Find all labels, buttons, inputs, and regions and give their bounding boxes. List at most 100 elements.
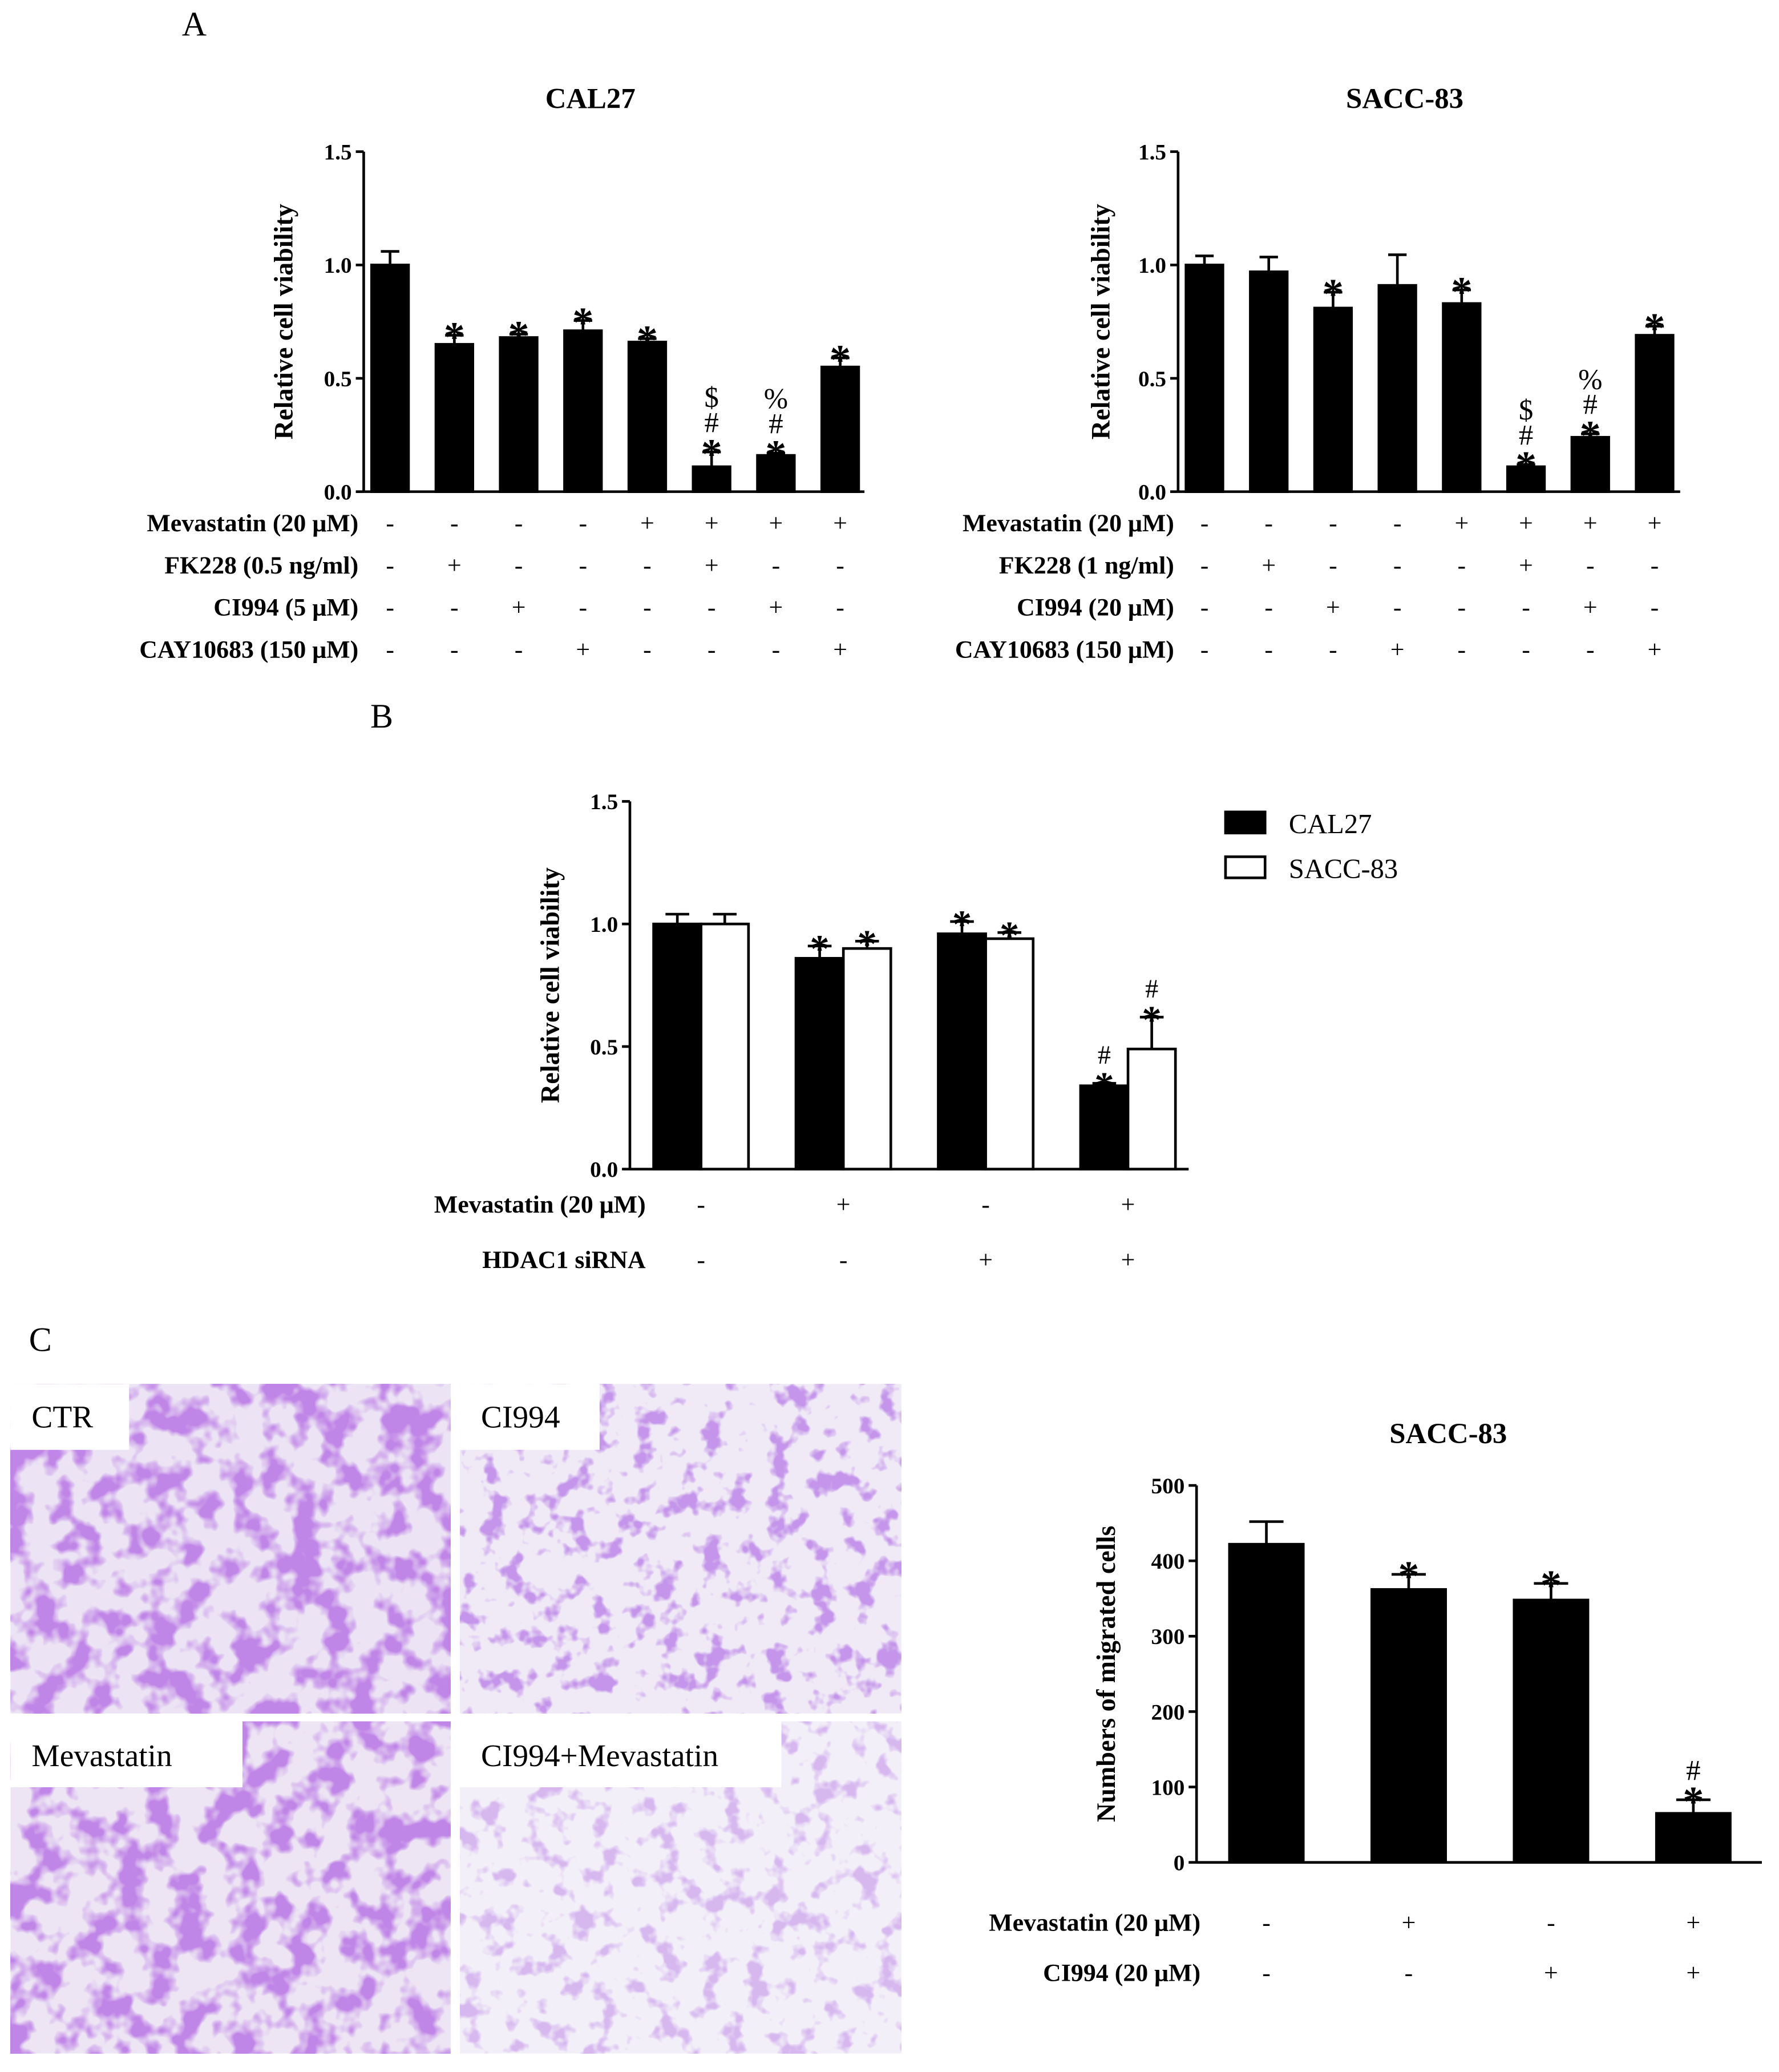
legend-label-cal27: CAL27	[1289, 809, 1372, 839]
bar-a1-6	[756, 454, 796, 493]
condition-mark-a2: -	[1200, 510, 1209, 537]
condition-mark-b: -	[697, 1191, 705, 1218]
bar-c-2	[1513, 1598, 1590, 1864]
condition-mark-c: +	[1686, 1909, 1700, 1937]
condition-mark-a1: -	[515, 552, 523, 579]
bar-a1-0	[370, 264, 410, 493]
condition-mark-a2: +	[1454, 510, 1469, 537]
condition-mark-a1: -	[643, 552, 652, 579]
y-tick-label-c: 400	[1151, 1549, 1184, 1574]
condition-mark-a2: -	[1393, 594, 1402, 621]
condition-mark-a2: +	[1326, 594, 1340, 621]
condition-mark-a1: -	[579, 510, 587, 537]
annotation-b: *	[1142, 997, 1162, 1041]
panel-c-letter: C	[29, 1320, 52, 1359]
y-axis-label-b: Relative cell viability	[535, 867, 564, 1103]
condition-mark-a1: -	[836, 594, 844, 621]
condition-label-a2: FK228 (1 ng/ml)	[999, 552, 1174, 579]
condition-mark-a2: -	[1651, 594, 1659, 621]
condition-mark-a1: -	[450, 636, 459, 664]
y-tick-label-b: 0.0	[590, 1158, 618, 1182]
y-tick-label-a2: 0.5	[1138, 367, 1166, 391]
micrograph-ci994: CI994	[460, 1384, 901, 1714]
condition-mark-c: -	[1262, 1960, 1271, 1987]
annotation-a2: #	[1583, 389, 1598, 421]
condition-mark-a2: -	[1329, 552, 1337, 579]
condition-mark-a1: +	[769, 594, 783, 621]
condition-mark-a1: +	[576, 636, 590, 664]
annotation-a1: *	[637, 317, 658, 363]
annotation-a1: *	[830, 336, 851, 383]
chart-title-a2: SACC-83	[1346, 83, 1463, 115]
bar-b-0-1	[794, 957, 845, 1171]
legend-b: CAL27 SACC-83	[1224, 809, 1398, 884]
condition-mark-a1: -	[772, 636, 781, 664]
condition-mark-a1: -	[450, 510, 459, 537]
condition-label-a1: CAY10683 (150 μM)	[139, 636, 358, 664]
y-axis-label-a2: Relative cell viability	[1086, 204, 1115, 439]
annotation-a1: *	[508, 312, 529, 359]
condition-mark-a2: -	[1586, 552, 1595, 579]
y-tick-label-a1: 0.5	[324, 367, 352, 391]
condition-mark-a2: -	[1329, 510, 1337, 537]
bar-b-1-2	[984, 937, 1035, 1171]
annotation-a1: *	[572, 298, 593, 345]
condition-mark-a2: +	[1583, 510, 1598, 537]
panel-a-letter: A	[182, 5, 207, 43]
condition-mark-a2: +	[1648, 636, 1662, 664]
condition-mark-a1: +	[833, 636, 847, 664]
condition-mark-a2: -	[1264, 636, 1273, 664]
condition-label-b: HDAC1 siRNA	[482, 1246, 646, 1274]
bar-a2-4	[1442, 302, 1482, 493]
y-tick-label-a1: 1.5	[324, 140, 352, 165]
bar-a1-4	[627, 341, 668, 493]
condition-mark-a2: +	[1262, 552, 1276, 579]
condition-mark-a1: -	[643, 594, 652, 621]
condition-mark-a1: -	[579, 552, 587, 579]
bar-a1-7	[820, 365, 860, 493]
condition-mark-a1: +	[447, 552, 462, 579]
chart-title-c: SACC-83	[1389, 1417, 1507, 1449]
condition-mark-a2: -	[1393, 552, 1402, 579]
bar-c-1	[1370, 1588, 1447, 1864]
y-tick-label-c: 0	[1174, 1851, 1185, 1875]
condition-mark-c: +	[1402, 1909, 1416, 1937]
annotation-a2: $	[1519, 394, 1533, 426]
condition-mark-b: -	[981, 1191, 990, 1218]
y-axis-label-a1: Relative cell viability	[269, 204, 298, 439]
condition-mark-b: -	[697, 1246, 705, 1274]
annotation-c: *	[1541, 1562, 1562, 1609]
bar-a1-1	[434, 343, 475, 493]
bar-a1-5	[692, 465, 731, 493]
condition-mark-a1: -	[515, 636, 523, 664]
bar-b-1-3	[1126, 1047, 1177, 1171]
condition-mark-a2: -	[1458, 636, 1466, 664]
condition-mark-a1: -	[707, 636, 716, 664]
bar-a2-0	[1184, 264, 1224, 493]
condition-mark-b: +	[1121, 1246, 1135, 1274]
condition-mark-c: -	[1405, 1960, 1413, 1987]
annotation-c: *	[1683, 1778, 1704, 1825]
annotation-a1: #	[769, 407, 783, 439]
condition-label-b: Mevastatin (20 μM)	[434, 1191, 646, 1218]
y-tick-label-a2: 1.5	[1138, 140, 1166, 165]
micrograph-ci994-mevastatin: CI994+Mevastatin	[460, 1721, 901, 2054]
condition-mark-a2: -	[1458, 552, 1466, 579]
annotation-a1: *	[765, 431, 786, 478]
bar-a2-5	[1506, 465, 1546, 493]
bar-a1-3	[563, 329, 603, 493]
annotation-b: #	[1145, 974, 1158, 1003]
chart-a-cal27: 0.0 0.5 1.0 1.5 Relative cell viability CAL27…	[139, 83, 865, 664]
condition-mark-a1: +	[705, 552, 719, 579]
micrograph-label-ci994-mevastatin: CI994+Mevastatin	[481, 1738, 718, 1773]
condition-mark-a1: -	[386, 636, 394, 664]
condition-mark-a2: +	[1519, 552, 1533, 579]
annotation-a1: %	[764, 383, 788, 415]
bar-b-1-0	[700, 922, 750, 1171]
bar-b-1-1	[842, 947, 892, 1171]
legend-swatch-sacc83	[1224, 855, 1267, 879]
condition-mark-a2: -	[1458, 594, 1466, 621]
condition-mark-c: +	[1544, 1960, 1558, 1987]
condition-mark-a1: -	[386, 510, 394, 537]
